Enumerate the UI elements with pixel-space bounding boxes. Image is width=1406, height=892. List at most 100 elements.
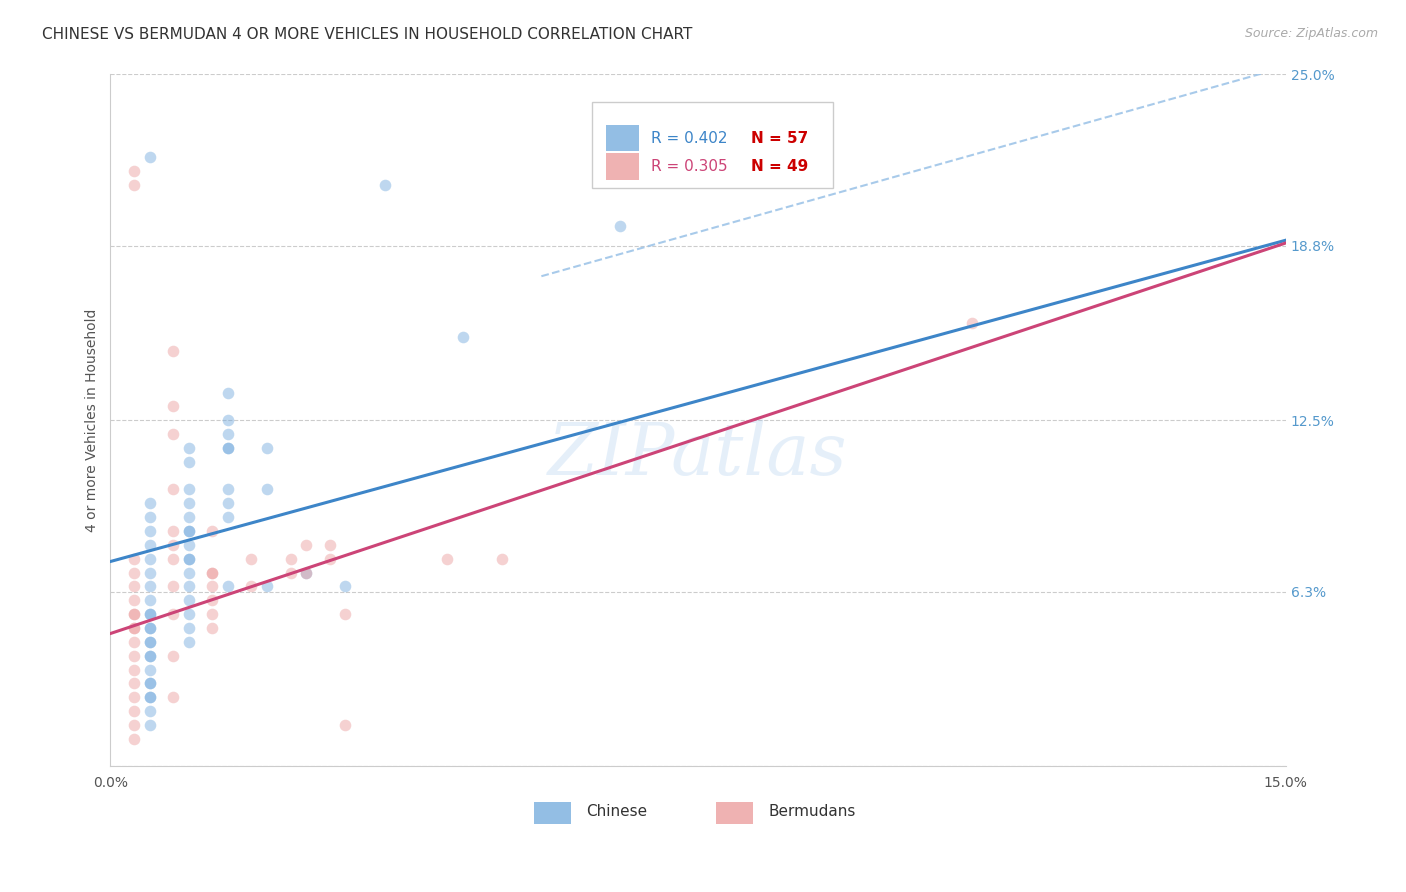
Text: R = 0.402: R = 0.402	[651, 130, 727, 145]
Point	[162, 427, 184, 442]
Point	[138, 621, 160, 635]
Point	[217, 413, 239, 427]
Point	[451, 330, 474, 344]
Point	[335, 579, 357, 593]
Point	[122, 164, 145, 178]
Text: Bermudans: Bermudans	[769, 804, 856, 819]
Point	[217, 483, 239, 497]
Point	[138, 607, 160, 621]
Point	[122, 704, 145, 718]
Point	[122, 635, 145, 649]
Point	[162, 579, 184, 593]
Point	[319, 551, 342, 566]
Text: N = 57: N = 57	[751, 130, 808, 145]
Text: ZIPatlas: ZIPatlas	[548, 419, 848, 490]
Point	[240, 579, 263, 593]
Point	[217, 441, 239, 455]
Point	[177, 538, 200, 552]
Point	[177, 524, 200, 538]
Text: N = 49: N = 49	[751, 159, 808, 174]
Point	[256, 441, 278, 455]
Point	[217, 579, 239, 593]
Point	[280, 551, 302, 566]
Point	[138, 648, 160, 663]
Point	[162, 400, 184, 414]
Point	[122, 607, 145, 621]
Point	[138, 621, 160, 635]
Point	[256, 483, 278, 497]
Point	[138, 579, 160, 593]
Point	[122, 676, 145, 690]
Point	[162, 690, 184, 705]
Point	[138, 663, 160, 677]
Point	[138, 690, 160, 705]
Point	[177, 579, 200, 593]
Point	[201, 566, 224, 580]
Point	[138, 635, 160, 649]
Bar	[533, 802, 571, 824]
Point	[177, 551, 200, 566]
Point	[122, 663, 145, 677]
Point	[122, 178, 145, 192]
Point	[319, 538, 342, 552]
Point	[177, 593, 200, 607]
Point	[962, 316, 984, 330]
Point	[138, 690, 160, 705]
Point	[436, 551, 458, 566]
Point	[138, 593, 160, 607]
Point	[122, 566, 145, 580]
Point	[295, 566, 318, 580]
Point	[217, 510, 239, 524]
Point	[240, 551, 263, 566]
Point	[138, 676, 160, 690]
Point	[122, 579, 145, 593]
Point	[177, 455, 200, 469]
Point	[122, 718, 145, 732]
Point	[122, 690, 145, 705]
Point	[335, 718, 357, 732]
Point	[122, 648, 145, 663]
Point	[138, 510, 160, 524]
Point	[138, 538, 160, 552]
Point	[162, 551, 184, 566]
Point	[138, 566, 160, 580]
Point	[256, 579, 278, 593]
Text: R = 0.305: R = 0.305	[651, 159, 728, 174]
Point	[177, 566, 200, 580]
Point	[295, 566, 318, 580]
Bar	[592, 102, 834, 188]
Point	[201, 524, 224, 538]
Point	[162, 483, 184, 497]
Point	[201, 579, 224, 593]
Point	[138, 648, 160, 663]
Point	[177, 496, 200, 510]
Point	[177, 635, 200, 649]
Point	[177, 441, 200, 455]
Point	[201, 593, 224, 607]
Point	[122, 731, 145, 746]
Point	[609, 219, 631, 234]
Y-axis label: 4 or more Vehicles in Household: 4 or more Vehicles in Household	[86, 309, 100, 532]
Point	[138, 718, 160, 732]
Point	[138, 551, 160, 566]
Point	[374, 178, 396, 192]
Point	[138, 676, 160, 690]
Point	[122, 607, 145, 621]
Point	[162, 524, 184, 538]
Point	[177, 524, 200, 538]
Point	[162, 343, 184, 358]
Point	[335, 607, 357, 621]
Point	[162, 648, 184, 663]
Point	[122, 593, 145, 607]
Point	[280, 566, 302, 580]
Point	[138, 635, 160, 649]
Point	[138, 704, 160, 718]
Text: Chinese: Chinese	[586, 804, 648, 819]
Point	[177, 551, 200, 566]
Point	[217, 496, 239, 510]
Point	[295, 538, 318, 552]
Point	[217, 427, 239, 442]
Point	[201, 621, 224, 635]
Point	[201, 566, 224, 580]
Text: Source: ZipAtlas.com: Source: ZipAtlas.com	[1244, 27, 1378, 40]
